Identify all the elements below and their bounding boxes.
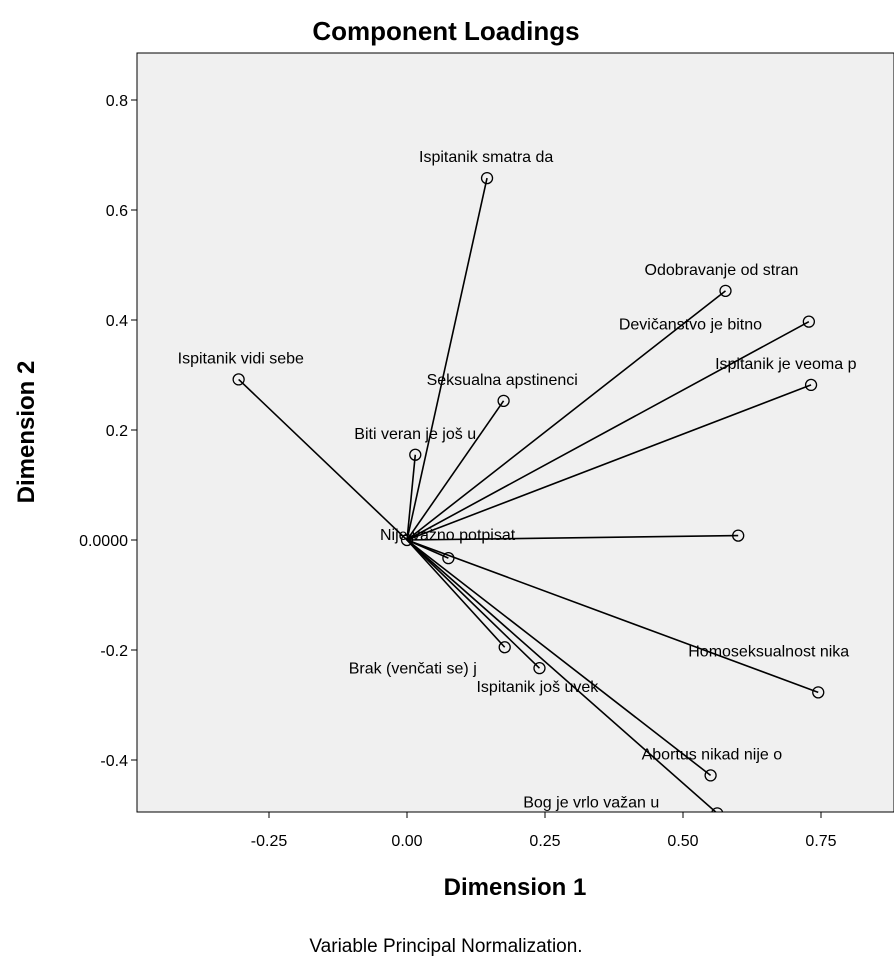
- y-tick-label: -0.2: [100, 643, 128, 660]
- point-label: Homoseksualnost nika: [688, 643, 849, 660]
- loading-point: [400, 533, 414, 547]
- loading-vector: [406, 400, 505, 541]
- plot-area: [136, 52, 894, 813]
- loading-vectors: [238, 177, 819, 812]
- loading-vector: [406, 454, 417, 541]
- point-label: Devičanstvo je bitno: [619, 317, 762, 334]
- loading-vector: [406, 539, 819, 694]
- loading-vector: [406, 320, 810, 541]
- x-axis: -0.25 0.00 0.25 0.50 0.75: [251, 812, 837, 850]
- point-label: Ispitanik smatra da: [419, 149, 553, 166]
- loading-vector: [406, 290, 726, 541]
- chart-footnote: Variable Principal Normalization.: [309, 936, 582, 957]
- loading-point: [497, 394, 510, 408]
- loading-point: [804, 378, 818, 392]
- loading-points: [232, 171, 825, 812]
- x-tick-label: -0.25: [251, 833, 288, 850]
- loading-vector: [406, 384, 812, 541]
- loading-point: [732, 529, 745, 542]
- y-tick-label: 0.8: [106, 93, 128, 110]
- loading-point: [232, 373, 245, 386]
- y-axis-title: Dimension 2: [13, 361, 40, 504]
- loading-vector: [406, 534, 739, 541]
- loading-point: [812, 686, 825, 699]
- x-axis-title: Dimension 1: [444, 874, 587, 901]
- y-axis: -0.4 -0.2 0.0000 0.2 0.4 0.6 0.8: [79, 93, 137, 770]
- chart-title: Component Loadings: [312, 16, 579, 46]
- point-label: Odobravanje od stran: [645, 262, 799, 279]
- point-label: Nije važno potpisat: [380, 527, 516, 544]
- loading-point: [533, 662, 546, 675]
- point-label: Ispitanik još uvek: [476, 679, 599, 696]
- x-tick-label: 0.75: [805, 833, 836, 850]
- point-label: Brak (venčati se) j: [349, 660, 477, 677]
- loading-vector: [238, 378, 408, 541]
- y-tick-label: 0.0000: [79, 533, 128, 550]
- point-label: Abortus nikad nije o: [642, 746, 783, 763]
- point-labels: Ispitanik smatra da Odobravanje od stran D…: [178, 149, 857, 811]
- loading-point: [704, 769, 717, 782]
- loading-vector: [406, 539, 541, 669]
- point-label: Ispitanik vidi sebe: [178, 350, 304, 367]
- y-tick-label: -0.4: [100, 753, 128, 770]
- loading-point: [719, 284, 732, 298]
- x-tick-label: 0.50: [667, 833, 698, 850]
- loading-point: [498, 641, 511, 654]
- loading-vector: [406, 539, 717, 812]
- point-label: Ispitanik je veoma p: [715, 356, 857, 373]
- y-tick-label: 0.6: [106, 203, 128, 220]
- point-label: Bog je vrlo važan u: [523, 794, 659, 811]
- loading-point: [802, 315, 816, 328]
- loading-point: [442, 552, 455, 565]
- loading-vector: [406, 539, 712, 777]
- loading-point: [711, 807, 724, 812]
- y-tick-label: 0.2: [106, 423, 128, 440]
- x-tick-label: 0.00: [391, 833, 422, 850]
- loading-vector: [406, 177, 488, 541]
- y-tick-label: 0.4: [106, 313, 128, 330]
- x-tick-label: 0.25: [529, 833, 560, 850]
- point-label: Seksualna apstinenci: [427, 372, 578, 389]
- loading-vector: [406, 539, 506, 648]
- loading-point: [480, 171, 494, 185]
- loading-point: [409, 448, 422, 461]
- point-label: Biti veran je još u: [354, 426, 476, 443]
